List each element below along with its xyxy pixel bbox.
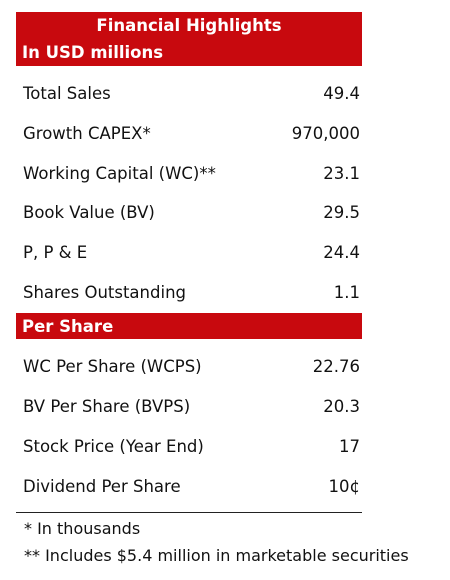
footnote-securities: ** Includes $5.4 million in marketable s… (24, 546, 409, 565)
table-subtitle: In USD millions (22, 43, 164, 62)
row-value: 29.5 (323, 203, 360, 223)
per-share-rows: WC Per Share (WCPS) 22.76 BV Per Share (… (16, 339, 362, 506)
row-label: Stock Price (Year End) (23, 436, 204, 456)
table-row: Growth CAPEX* 970,000 (16, 114, 362, 154)
table-row: Book Value (BV) 29.5 (16, 193, 362, 233)
table-row: Working Capital (WC)** 23.1 (16, 153, 362, 193)
table-row: WC Per Share (WCPS) 22.76 (16, 347, 362, 387)
table-row: Shares Outstanding 1.1 (16, 272, 362, 312)
row-value: 22.76 (312, 357, 360, 377)
row-value: 20.3 (323, 397, 360, 417)
footnote-divider (16, 511, 362, 513)
table-header: Financial Highlights In USD millions (16, 12, 362, 66)
table-row: Stock Price (Year End) 17 (16, 427, 362, 467)
row-label: Shares Outstanding (23, 282, 186, 302)
row-value: 24.4 (323, 243, 360, 263)
footnote-thousands: * In thousands (24, 519, 141, 538)
row-value: 17 (339, 436, 360, 456)
row-label: BV Per Share (BVPS) (23, 397, 191, 417)
row-value: 1.1 (333, 282, 360, 302)
table-row: BV Per Share (BVPS) 20.3 (16, 387, 362, 427)
row-label: Growth CAPEX* (23, 124, 151, 144)
row-value: 23.1 (323, 163, 360, 183)
table-row: Total Sales 49.4 (16, 74, 362, 114)
row-label: WC Per Share (WCPS) (23, 357, 202, 377)
row-label: Book Value (BV) (23, 203, 155, 223)
table-row: P, P & E 24.4 (16, 233, 362, 273)
row-label: Total Sales (23, 84, 111, 104)
financial-highlights-table: Financial Highlights In USD millions Tot… (16, 12, 362, 513)
row-value: 10¢ (328, 476, 361, 496)
table-row: Dividend Per Share 10¢ (16, 466, 362, 506)
row-label: P, P & E (23, 243, 88, 263)
table-title: Financial Highlights (96, 16, 282, 35)
row-value: 49.4 (323, 84, 360, 104)
row-label: Working Capital (WC)** (23, 163, 216, 183)
highlights-rows: Total Sales 49.4 Growth CAPEX* 970,000 W… (16, 66, 362, 312)
row-value: 970,000 (291, 124, 360, 144)
per-share-section-header: Per Share (16, 313, 362, 340)
row-label: Dividend Per Share (23, 476, 181, 496)
